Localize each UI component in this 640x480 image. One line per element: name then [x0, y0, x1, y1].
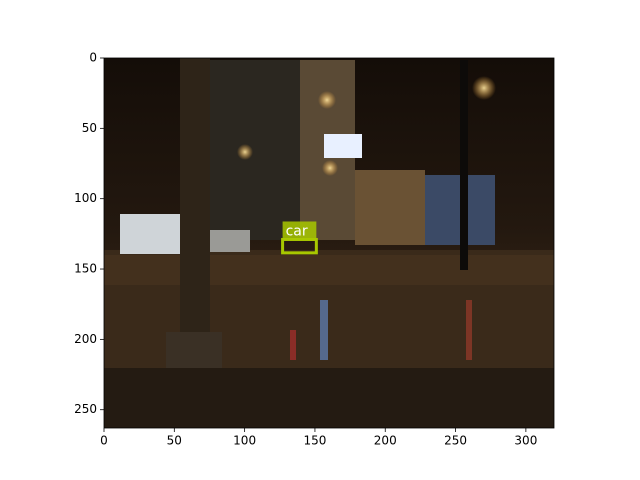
bounding-box: [281, 237, 318, 255]
x-tick-label: 150: [303, 434, 326, 448]
photo: [104, 58, 554, 428]
label-background: [282, 221, 317, 240]
axes-frame: [103, 57, 555, 429]
y-tick-label: 100: [74, 191, 97, 205]
y-tick-label: 250: [74, 402, 97, 416]
x-tick-label: 50: [167, 434, 182, 448]
y-tick-label: 150: [74, 262, 97, 276]
y-tick-label: 200: [74, 332, 97, 346]
y-tick-label: 0: [89, 51, 97, 65]
x-tick-label: 200: [374, 434, 397, 448]
x-tick-label: 0: [100, 434, 108, 448]
y-tick-label: 50: [82, 121, 97, 135]
x-tick-label: 100: [233, 434, 256, 448]
x-tick-label: 300: [514, 434, 537, 448]
box-label: car: [286, 223, 308, 239]
x-tick-label: 250: [444, 434, 467, 448]
